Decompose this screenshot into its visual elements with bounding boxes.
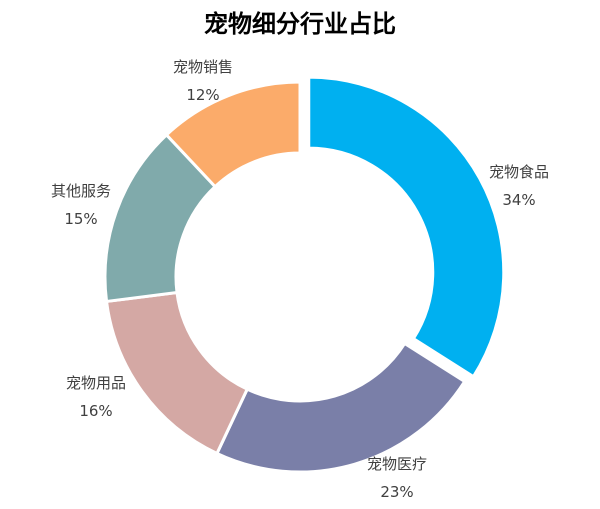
chart-title: 宠物细分行业占比 bbox=[204, 10, 396, 38]
slices-group bbox=[103, 75, 506, 474]
slice-label-3: 宠物用品 bbox=[66, 374, 126, 392]
slice-label-2: 宠物医疗 bbox=[367, 455, 427, 473]
slice-percent-4: 15% bbox=[64, 210, 97, 228]
slice-percent-5: 12% bbox=[186, 86, 219, 104]
slice-3 bbox=[105, 291, 249, 455]
slice-percent-1: 34% bbox=[502, 191, 535, 209]
slice-5 bbox=[165, 80, 302, 189]
slice-1 bbox=[307, 75, 506, 379]
labels-group: 宠物食品 34% 宠物医疗 23% 宠物用品 16% 其他服务 15% 宠物销售 12% bbox=[51, 58, 549, 501]
slice-percent-3: 16% bbox=[79, 402, 112, 420]
slice-label-4: 其他服务 bbox=[51, 182, 111, 200]
slice-percent-2: 23% bbox=[380, 483, 413, 501]
slice-2 bbox=[215, 341, 467, 474]
slice-label-5: 宠物销售 bbox=[173, 58, 233, 76]
slice-label-1: 宠物食品 bbox=[489, 163, 549, 181]
